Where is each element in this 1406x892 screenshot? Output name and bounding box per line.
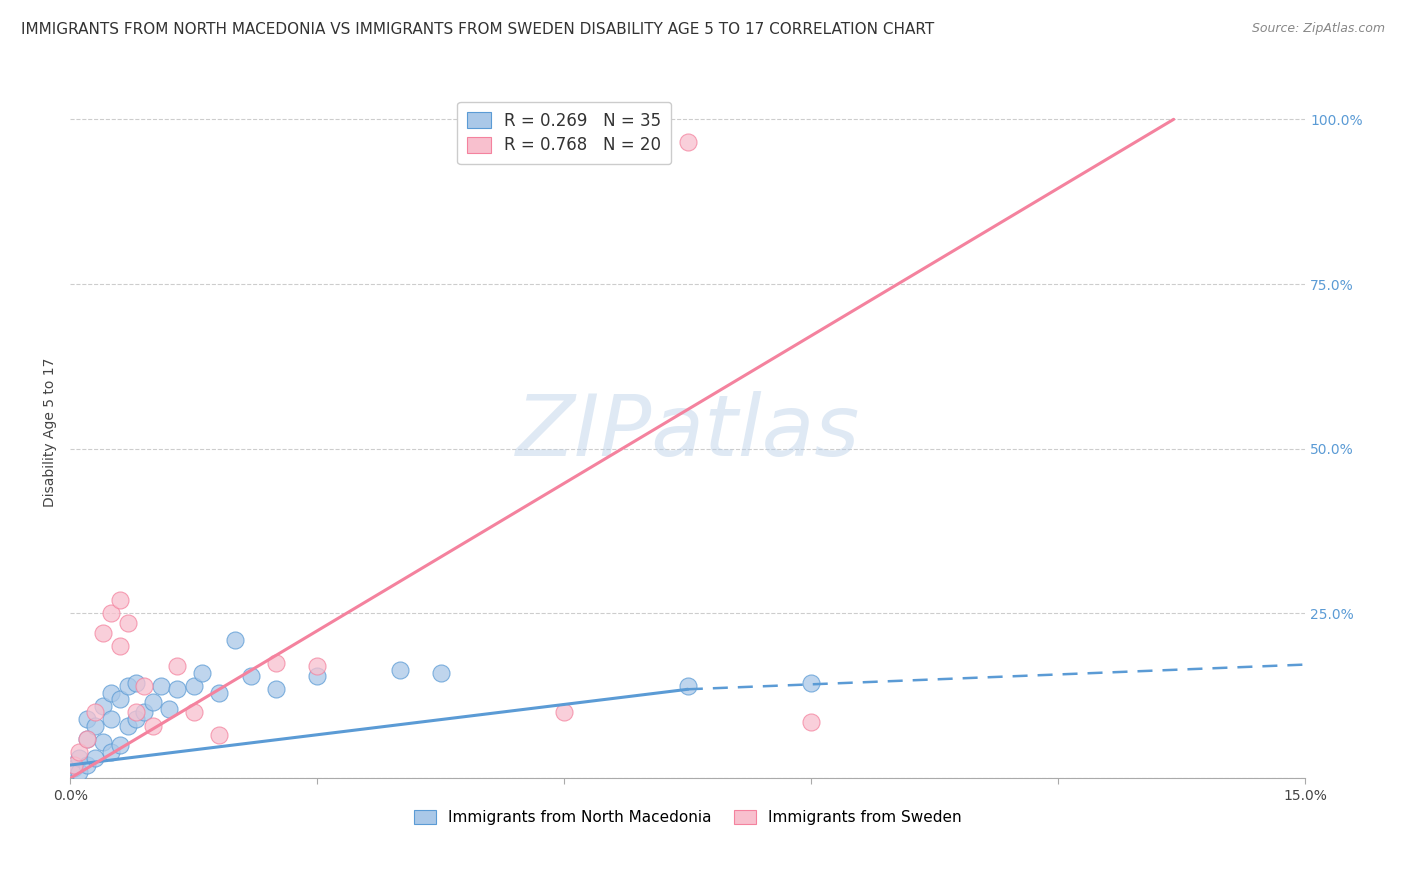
Point bbox=[125, 675, 148, 690]
Point bbox=[388, 663, 411, 677]
Point bbox=[100, 745, 122, 759]
Point bbox=[76, 731, 98, 746]
Point bbox=[63, 761, 86, 775]
Point bbox=[91, 735, 114, 749]
Text: ZIPatlas: ZIPatlas bbox=[516, 391, 860, 474]
Point bbox=[264, 656, 287, 670]
Point bbox=[800, 675, 823, 690]
Point bbox=[108, 692, 131, 706]
Point bbox=[676, 136, 699, 150]
Point bbox=[157, 702, 180, 716]
Point bbox=[430, 665, 453, 680]
Point bbox=[191, 665, 214, 680]
Point bbox=[207, 685, 229, 699]
Point bbox=[207, 728, 229, 742]
Point bbox=[264, 682, 287, 697]
Y-axis label: Disability Age 5 to 17: Disability Age 5 to 17 bbox=[44, 358, 58, 507]
Point bbox=[125, 712, 148, 726]
Point bbox=[76, 712, 98, 726]
Point bbox=[166, 682, 188, 697]
Point bbox=[100, 685, 122, 699]
Point bbox=[134, 679, 156, 693]
Point bbox=[553, 706, 575, 720]
Point bbox=[800, 715, 823, 730]
Point bbox=[142, 695, 165, 709]
Legend: Immigrants from North Macedonia, Immigrants from Sweden: Immigrants from North Macedonia, Immigra… bbox=[406, 802, 969, 833]
Point bbox=[117, 679, 139, 693]
Text: Source: ZipAtlas.com: Source: ZipAtlas.com bbox=[1251, 22, 1385, 36]
Point bbox=[117, 718, 139, 732]
Point bbox=[149, 679, 172, 693]
Point bbox=[67, 764, 90, 779]
Point bbox=[134, 706, 156, 720]
Point bbox=[67, 745, 90, 759]
Point bbox=[307, 659, 329, 673]
Point bbox=[84, 718, 107, 732]
Point bbox=[84, 706, 107, 720]
Point bbox=[100, 712, 122, 726]
Point bbox=[183, 679, 205, 693]
Point bbox=[125, 706, 148, 720]
Point bbox=[108, 739, 131, 753]
Text: IMMIGRANTS FROM NORTH MACEDONIA VS IMMIGRANTS FROM SWEDEN DISABILITY AGE 5 TO 17: IMMIGRANTS FROM NORTH MACEDONIA VS IMMIG… bbox=[21, 22, 935, 37]
Point bbox=[240, 669, 263, 683]
Point bbox=[307, 669, 329, 683]
Point bbox=[91, 698, 114, 713]
Point bbox=[76, 731, 98, 746]
Point bbox=[84, 751, 107, 765]
Point bbox=[91, 626, 114, 640]
Point bbox=[76, 758, 98, 772]
Point bbox=[108, 593, 131, 607]
Point bbox=[100, 607, 122, 621]
Point bbox=[63, 758, 86, 772]
Point bbox=[67, 751, 90, 765]
Point bbox=[183, 706, 205, 720]
Point bbox=[224, 632, 246, 647]
Point bbox=[676, 679, 699, 693]
Point bbox=[117, 616, 139, 631]
Point bbox=[108, 640, 131, 654]
Point bbox=[142, 718, 165, 732]
Point bbox=[166, 659, 188, 673]
